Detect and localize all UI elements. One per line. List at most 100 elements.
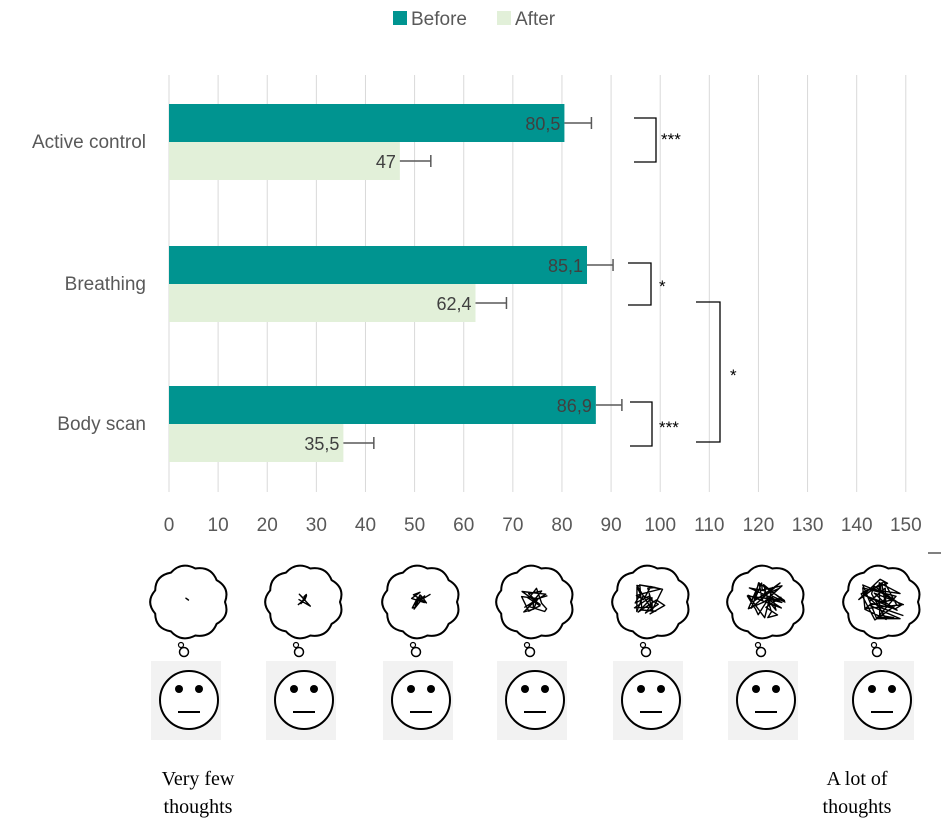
x-tick-label-3: 30 [306,515,327,536]
value-label-1-2: 35,5 [304,434,339,454]
neutral-face-icon [621,670,681,730]
x-tick-label-4: 40 [355,515,376,536]
face-right-eye [195,685,203,693]
value-label-0-1: 85,1 [548,256,583,276]
face-left-eye [290,685,298,693]
legend: Before After [393,9,556,30]
thought-bubble-small-icon [523,641,531,649]
x-axis-ticks: 0 10 20 30 40 50 60 70 80 90 100 110 120 130 140 150 [164,515,922,536]
thought-bubble-small-icon [409,641,417,649]
category-label-2: Body scan [57,414,146,435]
bar-1-1 [169,284,476,322]
neutral-face-icon [274,670,334,730]
bracket-breathing [628,262,652,306]
x-tick-label-11: 110 [694,515,724,536]
thought-level-4 [495,564,574,740]
scribble-icon [746,582,786,619]
thought-level-6 [726,564,805,740]
significance-label-2: *** [659,418,679,437]
thought-bubble-small-icon [177,641,185,649]
neutral-face-icon [852,670,912,730]
scribble-icon [410,591,431,610]
x-tick-label-15: 150 [890,515,922,536]
x-tick-label-6: 60 [453,515,474,536]
x-tick-label-0: 0 [164,515,175,536]
x-tick-label-14: 140 [841,515,873,536]
x-tick-label-13: 130 [792,515,824,536]
bracket-active-control [634,117,657,163]
thought-bubble-small-icon [292,641,300,649]
thought-bubble-icon [410,646,422,658]
face-left-eye [521,685,529,693]
bracket-between-groups [696,301,721,443]
scribble-icon [297,593,311,607]
bar-1-0 [169,142,400,180]
thought-bubble-small-icon [754,641,762,649]
scale-right-label-line1: A lot of [826,768,887,790]
bars [169,104,596,462]
bar-1-2 [169,424,344,462]
thought-bubble-icon [640,646,652,658]
bracket-body-scan [630,401,653,447]
significance-brackets: ******** [628,117,941,554]
thought-bubble-icon [755,646,767,658]
error-bars [343,117,623,449]
value-label-0-0: 80,5 [525,114,560,134]
legend-swatch-after [497,11,511,25]
x-tick-label-7: 70 [502,515,523,536]
legend-label-before: Before [411,9,467,30]
x-tick-label-2: 20 [257,515,278,536]
thought-bubble-icon [178,646,190,658]
neutral-face-icon [159,670,219,730]
category-labels: Active control Breathing Body scan [32,132,146,435]
value-label-1-1: 62,4 [436,294,471,314]
x-tick-label-12: 120 [743,515,775,536]
thought-cloud-icon [149,564,228,640]
thought-level-7 [842,564,921,740]
neutral-face-icon [505,670,565,730]
scale-right-label-line2: thoughts [823,796,892,818]
significance-label-1: * [659,277,666,296]
thought-level-5 [611,564,690,740]
x-tick-label-8: 80 [551,515,572,536]
x-tick-label-1: 10 [208,515,229,536]
thought-bubble-icon [524,646,536,658]
scribble-icon [858,578,905,621]
thought-level-2 [264,564,343,740]
value-labels: 80,5 85,1 86,9 47 62,4 35,5 [304,114,592,454]
scale-labels: Very few thoughts A lot of thoughts [162,768,892,818]
scribble-icon [633,584,666,615]
face-left-eye [175,685,183,693]
scribble-icon [520,587,548,613]
x-tick-label-5: 50 [404,515,425,536]
neutral-face-icon [391,670,451,730]
x-tick-label-9: 90 [601,515,622,536]
thought-bubble-icon [293,646,305,658]
face-right-eye [310,685,318,693]
face-right-eye [541,685,549,693]
face-right-eye [888,685,896,693]
face-right-eye [657,685,665,693]
legend-swatch-before [393,11,407,25]
significance-label-0: *** [661,130,681,149]
thought-scale [149,564,921,740]
scale-left-label-line2: thoughts [164,796,233,818]
value-label-1-0: 47 [376,152,396,172]
thought-bubble-icon [871,646,883,658]
scale-left-label-line1: Very few [162,768,235,790]
face-left-eye [752,685,760,693]
bar-0-0 [169,104,565,142]
bar-0-2 [169,386,596,424]
x-tick-label-10: 100 [644,515,676,536]
thought-bubble-small-icon [870,641,878,649]
face-right-eye [427,685,435,693]
bar-0-1 [169,246,588,284]
significance-label-3: * [730,366,737,385]
face-left-eye [868,685,876,693]
thought-level-1 [149,564,228,740]
neutral-face-icon [736,670,796,730]
face-left-eye [637,685,645,693]
thought-level-3 [381,564,460,740]
legend-label-after: After [515,9,556,30]
